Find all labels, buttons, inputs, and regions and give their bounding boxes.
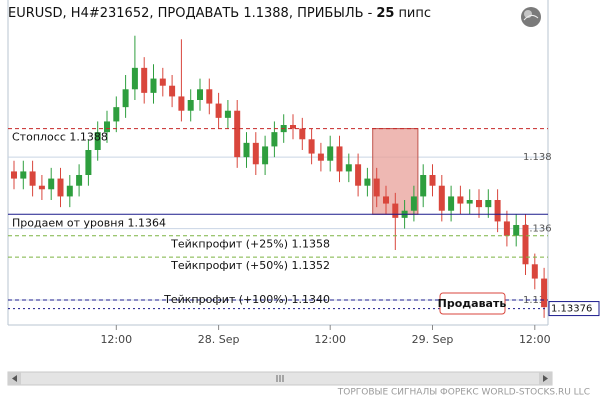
candle-body (197, 89, 203, 100)
candle-body (48, 178, 55, 190)
candle-body (457, 196, 464, 204)
title-profit: 25 (376, 6, 394, 21)
candle-body (429, 175, 436, 186)
candle-body (494, 200, 501, 222)
candle-body (85, 150, 92, 175)
candle-body (243, 142, 250, 158)
candle-body (141, 67, 148, 93)
globe-icon[interactable] (521, 7, 541, 27)
arrow-left (12, 375, 17, 382)
title-unit: пипс (398, 6, 432, 21)
candle-body (104, 121, 110, 133)
candle-body (420, 175, 427, 197)
candle-body (57, 178, 64, 197)
candle-body (410, 196, 417, 211)
candle-body (392, 203, 399, 218)
candle-body (113, 107, 120, 122)
candle-body (131, 67, 138, 90)
profit-value: 25 (376, 6, 395, 21)
title: EURUSD, H4#231652, ПРОДАВАТЬ 1.1388, ПРИ… (8, 6, 431, 21)
candle-body (345, 164, 352, 172)
x-tick-label: 28. Sep (198, 333, 240, 346)
sell-button[interactable] (439, 292, 506, 315)
x-tick-label: 12:00 (519, 333, 551, 346)
candle-body (383, 196, 389, 204)
candle-body (485, 200, 492, 208)
level-label: Тейкпрофит (+25%) 1.1358 (170, 238, 330, 251)
candle-body (327, 146, 334, 161)
candle-body (11, 171, 17, 179)
candle-body (308, 139, 315, 154)
x-tick-label: 12:00 (100, 333, 132, 346)
candle-body (159, 78, 166, 86)
scroll-grip[interactable] (276, 375, 284, 382)
candle-body (29, 171, 36, 186)
candle-body (503, 221, 510, 236)
current-price-label: 1.13376 (551, 304, 592, 315)
current-price-box (548, 301, 600, 317)
level-label: Стоплосс 1.1388 (12, 131, 108, 144)
candle-body (299, 128, 306, 140)
level-label: Тейкпрофит (+100%) 1.1340 (163, 293, 330, 306)
candle-body (122, 89, 129, 108)
candle-body (290, 125, 296, 129)
candle-body (373, 178, 380, 197)
candle-body (20, 171, 27, 179)
title-text: EURUSD, H4#231652, ПРОДАВАТЬ 1.1388, ПРИ… (8, 6, 373, 21)
candle-body (522, 225, 529, 265)
candle-body (178, 96, 185, 111)
candle-body (355, 164, 362, 186)
candle-body (317, 153, 324, 161)
candle-body (38, 185, 45, 190)
candle-body (438, 185, 445, 211)
candle-body (476, 200, 482, 208)
candle-body (448, 196, 455, 211)
level-label: Тейкпрофит (+50%) 1.1352 (170, 259, 330, 272)
candle-body (224, 110, 231, 118)
level-label: Продаем от уровня 1.1364 (12, 216, 166, 229)
y-tick-label: 1.138 (523, 152, 552, 163)
candle-body (336, 146, 343, 172)
candle-body (466, 200, 473, 204)
sell-button-label[interactable]: Продавать (438, 297, 507, 310)
candle-body (252, 142, 259, 165)
candle-body (364, 178, 371, 186)
candle-body (262, 146, 269, 165)
candle-body (234, 110, 241, 158)
candle-body (541, 278, 548, 308)
y-tick-label: 1.136 (523, 224, 552, 235)
candle-body (513, 225, 520, 236)
candle-body (531, 264, 538, 279)
candle-body (150, 78, 157, 93)
candle-body (66, 185, 73, 197)
footer: ТОРГОВЫЕ СИГНАЛЫ ФОРЕКС WORLD-STOCKS.RU … (337, 388, 590, 398)
candle-body (187, 100, 194, 111)
candle-body (169, 85, 176, 97)
candle-body (94, 132, 101, 150)
x-tick-label: 29. Sep (412, 333, 454, 346)
candle-body (215, 103, 222, 118)
arrow-right (543, 375, 548, 382)
candle-body (76, 175, 83, 186)
candle-body (271, 132, 278, 147)
candle-body (206, 89, 213, 104)
x-tick-label: 12:00 (314, 333, 346, 346)
